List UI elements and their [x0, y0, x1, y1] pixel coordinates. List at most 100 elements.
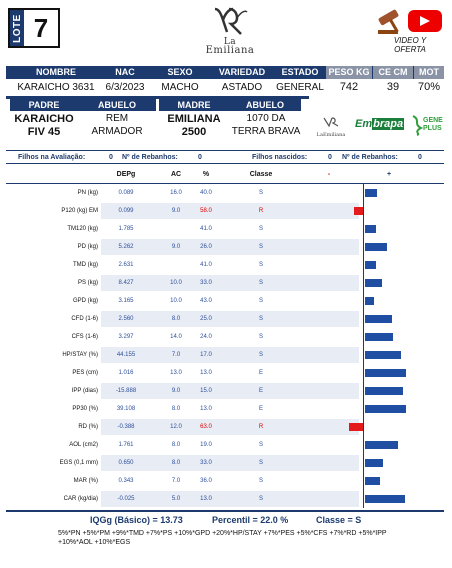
- table-row: EGS (0,1 mm) 0.650 8.0 33.0 S: [6, 454, 444, 472]
- classe-value: E: [258, 370, 263, 376]
- classe-value: S: [258, 226, 263, 232]
- table-row: MAR (%) 0.343 7.0 36.0 S: [6, 472, 444, 490]
- classe-value: S: [258, 262, 263, 268]
- table-row: CAR (kg/dia) -0.025 5.0 13.0 S: [6, 490, 444, 508]
- dep-bar: [365, 315, 392, 323]
- dep-bar: [365, 351, 401, 359]
- header-padre: PADRE: [10, 99, 78, 111]
- dep-bar: [365, 387, 403, 395]
- trait-label: HP/STAY (%): [62, 352, 98, 358]
- col-minus: -: [327, 171, 331, 178]
- trait-label: TMD (kg): [73, 262, 98, 268]
- value-peso: 742: [339, 81, 359, 93]
- header-sexo: SEXO: [167, 67, 193, 77]
- table-row: IPP (dias) -15.888 9.0 15.0 E: [6, 382, 444, 400]
- table-row: AOL (cm2) 1.761 8.0 19.0 S: [6, 436, 444, 454]
- rebanhos1-label: Nº de Rebanhos:: [122, 154, 178, 161]
- depg-value: 5.262: [118, 244, 134, 250]
- dep-bar: [365, 459, 383, 467]
- classe-value: R: [258, 424, 264, 430]
- header-estado: ESTADO: [281, 67, 319, 77]
- classe-value: S: [258, 478, 263, 484]
- pct-value: 41.0: [200, 262, 212, 268]
- depg-value: -15.888: [115, 388, 137, 394]
- emiliana-small-emblem-icon: [323, 117, 339, 128]
- video-label-1: VIDEO Y: [393, 36, 427, 45]
- depg-value: 2.560: [118, 316, 134, 322]
- dep-bar: [365, 495, 405, 503]
- header-madre: MADRE: [159, 99, 229, 111]
- depg-value: -0.388: [117, 424, 135, 430]
- nascidos-label: Filhos nascidos:: [252, 154, 308, 161]
- ac-value: 8.0: [171, 460, 181, 466]
- ac-value: 9.0: [171, 244, 181, 250]
- ac-value: 12.0: [170, 424, 182, 430]
- pct-value: 25.0: [200, 316, 212, 322]
- classe-value: S: [258, 280, 263, 286]
- value-nac: 6/3/2023: [105, 82, 145, 93]
- abuelo-m-line1: 1070 DA: [246, 113, 286, 124]
- lote-box: LOTE 7: [8, 8, 60, 48]
- rebanhos2-value: 0: [418, 154, 422, 161]
- pct-value: 33.0: [200, 280, 212, 286]
- depg-value: 2.631: [118, 262, 134, 268]
- pct-value: 43.0: [200, 298, 212, 304]
- pct-value: 33.0: [200, 460, 212, 466]
- la-emiliana-logo: La Emiliana: [190, 6, 270, 56]
- trait-label: CFS (1-6): [71, 334, 98, 340]
- table-row: PD (kg) 5.262 9.0 26.0 S: [6, 238, 444, 256]
- video-label-2: OFERTA: [394, 45, 426, 54]
- formula-line2: +10%*AOL +10%*EGS: [58, 539, 131, 546]
- logo-line2: Emiliana: [205, 45, 255, 56]
- classe-value: S: [258, 316, 263, 322]
- filhos-label: Filhos na Avaliação:: [18, 154, 86, 161]
- depg-value: 44.155: [116, 352, 136, 358]
- trait-label: GPD (kg): [72, 298, 98, 304]
- madre-line1: EMILIANA: [167, 113, 221, 125]
- video-offer-link[interactable]: VIDEO Y OFERTA: [372, 6, 448, 54]
- depg-value: -0.025: [117, 496, 135, 502]
- header-nombre: NOMBRE: [36, 67, 76, 77]
- trait-label: PP30 (%): [72, 406, 98, 412]
- info-value-row: KARAICHO 3631 6/3/2023 MACHO ASTADO GENE…: [6, 80, 444, 95]
- dep-bar: [365, 261, 376, 269]
- ac-value: 5.0: [171, 496, 181, 502]
- header-nac: NAC: [115, 67, 135, 77]
- trait-label: TM120 (kg): [67, 226, 98, 232]
- value-nombre: KARAICHO 3631: [17, 82, 95, 93]
- classe-value: S: [258, 496, 263, 502]
- ac-value: 7.0: [171, 478, 181, 484]
- ac-value: 9.0: [171, 208, 181, 214]
- iqgg-value: IQGg (Básico) = 13.73: [90, 515, 183, 525]
- trait-label: EGS (0,1 mm): [59, 460, 98, 466]
- nascidos-value: 0: [328, 154, 332, 161]
- abuelo-p-line2: ARMADOR: [91, 126, 143, 137]
- trait-label: PN (kg): [77, 190, 98, 196]
- madre-line2: 2500: [181, 126, 207, 138]
- depg-value: 39.108: [116, 406, 136, 412]
- col-classe: Classe: [249, 171, 273, 178]
- value-sexo: MACHO: [161, 82, 199, 93]
- pct-value: 24.0: [200, 334, 212, 340]
- dep-bar: [354, 207, 363, 215]
- ac-value: 13.0: [170, 370, 182, 376]
- table-row: PP30 (%) 39.108 8.0 13.0 E: [6, 400, 444, 418]
- trait-label: PS (kg): [77, 280, 98, 286]
- classe-value: S: [258, 190, 263, 196]
- depg-value: 0.650: [118, 460, 134, 466]
- col-ac: AC: [170, 171, 182, 178]
- header-abuelo-m: ABUELO: [229, 99, 301, 111]
- padre-line2: FIV 45: [27, 126, 61, 138]
- pedigree-header-row: PADRE ABUELO MADRE ABUELO: [6, 99, 301, 111]
- pct-value: 58.0: [200, 208, 212, 214]
- pct-value: 36.0: [200, 478, 212, 484]
- trait-label: RD (%): [78, 424, 98, 430]
- classe-value: S: [258, 334, 263, 340]
- emiliana-emblem-icon: [214, 7, 248, 35]
- trait-label: CFD (1-6): [71, 316, 98, 322]
- logo-line1: La: [223, 37, 237, 47]
- rebanhos1-value: 0: [198, 154, 202, 161]
- dna-icon: [412, 115, 423, 136]
- lote-number: 7: [33, 12, 49, 43]
- dep-bar: [365, 333, 393, 341]
